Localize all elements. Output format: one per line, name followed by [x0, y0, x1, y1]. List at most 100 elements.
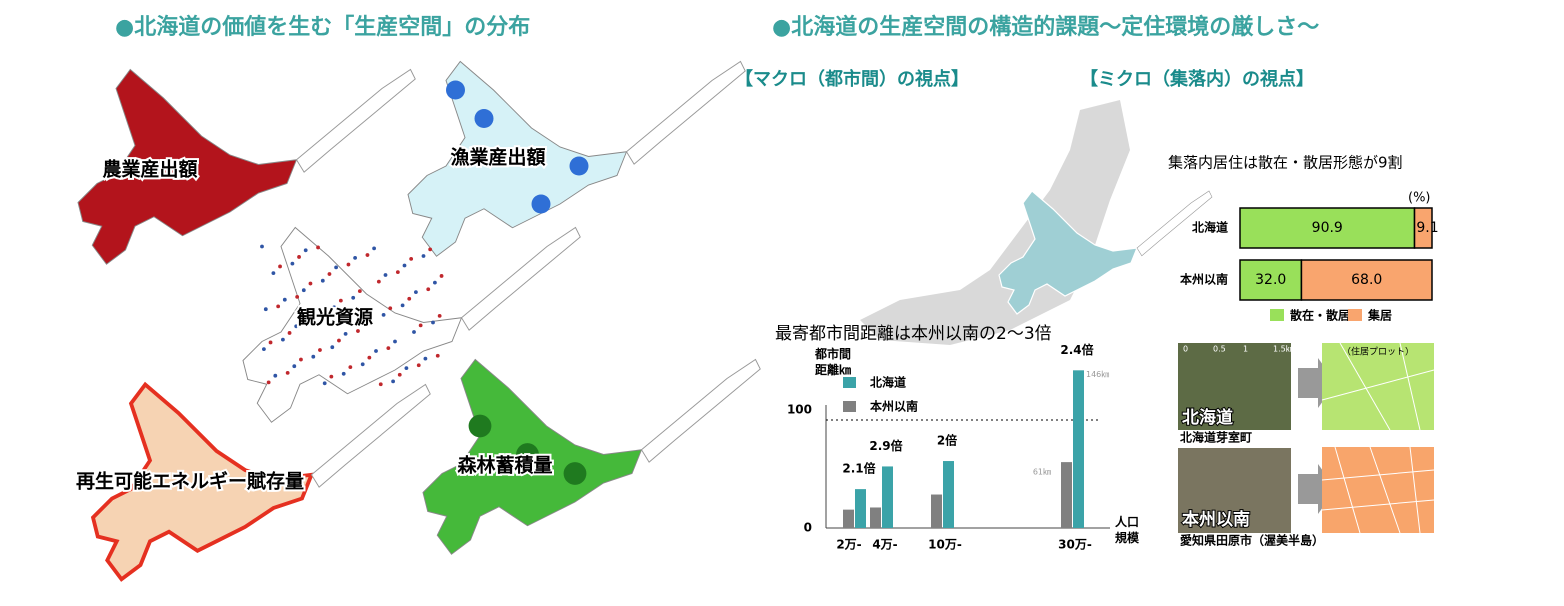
y-axis-title: 都市間距離㎞ — [814, 346, 851, 377]
tourism-dot — [278, 264, 282, 269]
photo-caption: 北海道芽室町 — [1180, 430, 1252, 445]
photo-label: 北海道 — [1182, 407, 1233, 428]
kuril-outline — [641, 359, 761, 463]
map-label: 観光資源 — [297, 306, 373, 329]
legend-swatch — [1270, 309, 1284, 321]
legend-label: 集居 — [1367, 308, 1392, 323]
tourism-dot — [428, 247, 433, 252]
tourism-dot — [418, 323, 423, 328]
tourism-dot — [404, 366, 409, 370]
tourism-dot — [282, 297, 287, 302]
bar-segment — [1300, 259, 1433, 301]
row-label: 北海道 — [1192, 220, 1228, 235]
kuril-outline — [296, 69, 416, 173]
scale-label: 1.5㎞ — [1273, 345, 1294, 354]
forest-area — [468, 414, 492, 438]
bar — [882, 466, 893, 528]
tourism-dot — [313, 314, 318, 319]
tourism-dot — [395, 270, 400, 275]
tourism-dot — [374, 349, 378, 353]
ratio-annotation: 2.1倍 — [842, 461, 875, 476]
photos — [1178, 342, 1435, 534]
bar-segment — [1239, 259, 1303, 301]
value-label: 90.9 — [1312, 220, 1343, 236]
tourism-dot — [311, 354, 316, 359]
fishery-area — [531, 194, 551, 214]
tourism-dot — [262, 347, 266, 351]
tourism-dot — [316, 245, 320, 250]
tourism-dot — [295, 294, 300, 299]
tourism-dot — [338, 298, 343, 303]
right-title: ●北海道の生産空間の構造的課題～定住環境の厳しさ～ — [772, 14, 1319, 40]
tourism-dot — [341, 371, 346, 376]
tourism-dot — [348, 365, 353, 370]
tourism-dot — [431, 320, 435, 325]
tourism-dot — [421, 254, 426, 258]
fishery-area — [446, 80, 465, 100]
legend-label: 本州以南 — [870, 399, 918, 414]
value-label: 68.0 — [1351, 272, 1382, 288]
tourism-dot — [388, 306, 393, 311]
bar — [943, 461, 954, 528]
legend-swatch — [843, 401, 856, 412]
japan-map — [860, 100, 1213, 345]
bar — [870, 507, 881, 528]
bar — [1061, 462, 1072, 528]
tourism-dot — [407, 296, 412, 301]
tourism-dot — [273, 373, 278, 378]
y-axis-title-line: 距離㎞ — [815, 362, 851, 377]
tourism-dot — [386, 346, 391, 351]
tourism-dot — [330, 345, 335, 350]
tourism-dot — [281, 337, 285, 342]
fishery-area — [474, 109, 494, 128]
photo-label: 本州以南 — [1182, 509, 1250, 530]
tourism-dot — [353, 256, 357, 260]
ratio-annotation: 2.9倍 — [869, 438, 902, 453]
tourism-dot — [322, 381, 327, 386]
tourism-dot — [378, 382, 383, 387]
x-tick-label: 2万- — [836, 538, 861, 552]
tourism-dot — [292, 364, 297, 369]
tourism-dot — [439, 274, 444, 278]
y-tick-label: 0 — [804, 521, 812, 535]
y-tick-label: 100 — [787, 403, 812, 417]
tourism-dot — [372, 246, 376, 251]
tourism-dot — [299, 357, 303, 362]
scale-label: 0.5 — [1213, 345, 1226, 354]
hokkaido-map — [242, 227, 581, 423]
hokkaido-map — [407, 61, 746, 257]
bar — [931, 494, 942, 528]
x-tick-label: 10万- — [928, 538, 962, 552]
forest-area — [516, 443, 539, 466]
bar — [843, 509, 854, 528]
tourism-dot — [416, 363, 421, 368]
tourism-dot — [325, 312, 330, 316]
tourism-dot — [437, 313, 442, 318]
tourism-dot — [426, 287, 431, 292]
kuril-outline — [311, 384, 431, 488]
kuril-outline — [626, 61, 746, 165]
tourism-dot — [260, 244, 264, 249]
photo-caption: 愛知県田原市（渥美半島） — [1180, 533, 1324, 548]
forest-area — [563, 462, 587, 485]
tourism-dot — [290, 261, 295, 266]
ratio-annotation: 2.4倍 — [1060, 342, 1093, 357]
tourism-dot — [391, 379, 395, 384]
kuril-outline — [461, 227, 581, 331]
hokkaido-map — [422, 359, 761, 555]
micro-heading: 【ミクロ（集落内）の視点】 — [1080, 68, 1314, 90]
tourism-dot — [433, 280, 437, 285]
tourism-dot — [327, 272, 332, 276]
tourism-dot — [360, 362, 365, 367]
tourism-dot — [362, 322, 367, 327]
legend-label: 北海道 — [870, 375, 906, 390]
legend-swatch — [843, 377, 856, 388]
x-axis-title-line: 規模 — [1115, 530, 1140, 545]
tourism-dot — [318, 348, 322, 352]
tourism-dot — [414, 290, 418, 294]
tourism-dot — [266, 380, 271, 385]
tourism-dot — [423, 356, 428, 361]
value-label: 61㎞ — [1033, 468, 1051, 477]
